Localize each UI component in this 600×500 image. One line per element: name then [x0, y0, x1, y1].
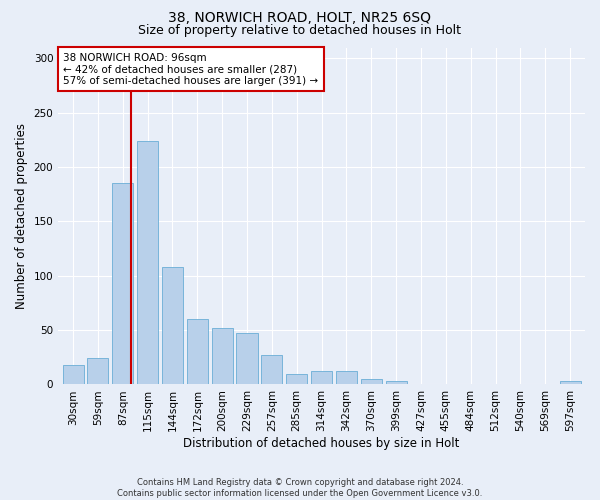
- Bar: [336, 372, 357, 384]
- Bar: [286, 374, 307, 384]
- Bar: [212, 328, 233, 384]
- Bar: [262, 355, 283, 384]
- Bar: [311, 372, 332, 384]
- Bar: [560, 381, 581, 384]
- Bar: [386, 381, 407, 384]
- Bar: [236, 334, 257, 384]
- Bar: [187, 319, 208, 384]
- Bar: [137, 141, 158, 384]
- Text: 38, NORWICH ROAD, HOLT, NR25 6SQ: 38, NORWICH ROAD, HOLT, NR25 6SQ: [169, 11, 431, 25]
- Text: Contains HM Land Registry data © Crown copyright and database right 2024.
Contai: Contains HM Land Registry data © Crown c…: [118, 478, 482, 498]
- Bar: [88, 358, 109, 384]
- X-axis label: Distribution of detached houses by size in Holt: Distribution of detached houses by size …: [184, 437, 460, 450]
- Text: 38 NORWICH ROAD: 96sqm
← 42% of detached houses are smaller (287)
57% of semi-de: 38 NORWICH ROAD: 96sqm ← 42% of detached…: [64, 52, 319, 86]
- Bar: [112, 184, 133, 384]
- Bar: [361, 379, 382, 384]
- Bar: [62, 365, 83, 384]
- Y-axis label: Number of detached properties: Number of detached properties: [15, 123, 28, 309]
- Bar: [162, 267, 183, 384]
- Text: Size of property relative to detached houses in Holt: Size of property relative to detached ho…: [139, 24, 461, 37]
